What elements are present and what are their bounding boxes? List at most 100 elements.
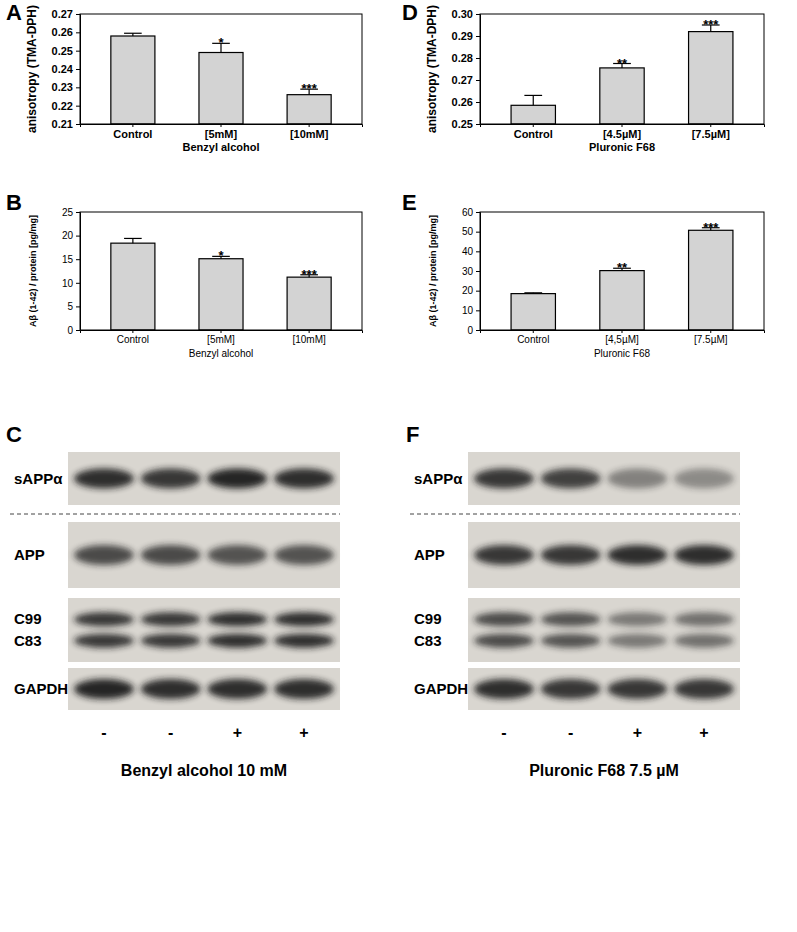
x-axis: Control[4.5µM][7.5µM] — [481, 124, 765, 140]
tick-label: 10 — [462, 305, 474, 316]
blot-band — [74, 545, 134, 565]
blot-image — [468, 668, 740, 710]
tick-mark — [221, 330, 222, 333]
y-axis-title: anisotropy (TMA-DPH) — [25, 5, 39, 133]
blot-band — [141, 679, 201, 699]
tick-mark — [476, 212, 480, 213]
chart-panel: D0.250.260.270.280.290.30Control[4.5µM][… — [402, 0, 765, 153]
blot-image — [468, 598, 740, 662]
tick: 0.27 — [52, 8, 80, 20]
tick-label: 0.29 — [452, 30, 473, 42]
panel-label: C — [6, 422, 22, 447]
blot-band — [207, 469, 267, 489]
blot-image — [68, 452, 340, 505]
blot-row: C99C83 — [414, 598, 740, 662]
tick: 0.25 — [452, 118, 480, 130]
caption: Benzyl alcohol 10 mM — [121, 762, 287, 779]
tick-label: 10 — [62, 278, 74, 289]
bar — [199, 53, 243, 125]
tick: 10 — [62, 278, 80, 289]
blot-row: GAPDH — [414, 668, 740, 710]
tick: 0 — [467, 325, 480, 336]
plot-area — [511, 25, 733, 124]
x-axis-title: Pluronic F68 — [594, 348, 651, 359]
tick-label: 0.26 — [452, 96, 473, 108]
tick-mark — [76, 283, 80, 284]
tick-label: [5mM] — [207, 334, 235, 345]
blot-band — [207, 679, 267, 699]
blot-band — [74, 634, 134, 648]
significance-label: *** — [703, 220, 719, 235]
blot-band — [674, 679, 734, 699]
tick: 40 — [462, 246, 480, 257]
panel-label: A — [6, 0, 22, 25]
blot-band — [607, 545, 667, 565]
blot-band — [474, 634, 534, 648]
figure: A0.210.220.230.240.250.260.27Control[5mM… — [0, 0, 797, 932]
tick: 0.26 — [452, 96, 480, 108]
y-axis-title: anisotropy (TMA-DPH) — [425, 5, 439, 133]
blot-band — [674, 545, 734, 565]
tick: 5 — [67, 301, 80, 312]
tick-label: 0.30 — [452, 8, 473, 20]
tick: 25 — [62, 207, 80, 218]
blot-row: APP — [414, 522, 740, 588]
tick-label: [7.5µM] — [692, 128, 730, 140]
tick: [7.5µM] — [692, 124, 730, 140]
row-label: sAPPα — [14, 470, 63, 487]
blot-band — [541, 545, 601, 565]
blot-band — [274, 634, 334, 648]
error-bar-stem — [533, 95, 534, 105]
tick-mark — [476, 271, 480, 272]
blot-band — [207, 634, 267, 648]
error-bar-cap — [524, 292, 542, 293]
lane-label: - — [168, 724, 173, 741]
y-axis: 0102030405060 — [462, 207, 481, 336]
row-label: C99 — [414, 610, 442, 627]
tick-mark — [76, 51, 80, 52]
axis-line — [481, 125, 765, 128]
significance-label: *** — [302, 267, 318, 282]
tick-label: Control — [514, 128, 553, 140]
tick-label: 0.25 — [452, 118, 473, 130]
tick: [7.5µM] — [694, 330, 728, 345]
y-axis: 0.250.260.270.280.290.30 — [452, 8, 481, 130]
tick: [10mM] — [292, 330, 326, 345]
tick-label: [4,5µM] — [605, 334, 639, 345]
tick-label: 0 — [67, 325, 73, 336]
lane-label: + — [299, 724, 308, 741]
tick-mark — [476, 310, 480, 311]
tick-label: 50 — [462, 226, 474, 237]
tick-mark — [622, 330, 623, 333]
tick-label: [10mM] — [290, 128, 329, 140]
blot-band — [474, 679, 534, 699]
tick: 20 — [62, 230, 80, 241]
tick-mark — [76, 32, 80, 33]
tick-label: 0.22 — [52, 100, 73, 112]
axis-line — [76, 15, 81, 125]
tick-label: 0.23 — [52, 81, 73, 93]
chart-panel: E0102030405060Control[4,5µM][7.5µM]Pluro… — [402, 190, 765, 359]
tick: Control — [514, 124, 553, 140]
tick-mark — [76, 259, 80, 260]
y-axis: 0510152025 — [62, 207, 81, 336]
panel-label: B — [6, 190, 22, 215]
tick-mark — [710, 330, 711, 333]
bar — [600, 271, 644, 330]
blot-band — [141, 634, 201, 648]
blot-band — [207, 545, 267, 565]
tick-mark — [76, 69, 80, 70]
tick-label: [5mM] — [205, 128, 238, 140]
significance-label: *** — [302, 81, 318, 96]
blot-image — [468, 522, 740, 588]
tick-mark — [76, 124, 80, 125]
axis-line — [76, 213, 81, 331]
blot-band — [541, 679, 601, 699]
tick-mark — [476, 291, 480, 292]
blot-image — [68, 668, 340, 710]
bar — [511, 105, 555, 124]
tick-label: 0.25 — [52, 45, 73, 57]
tick-mark — [710, 124, 711, 127]
bar — [689, 32, 733, 124]
tick: 0.29 — [452, 30, 480, 42]
